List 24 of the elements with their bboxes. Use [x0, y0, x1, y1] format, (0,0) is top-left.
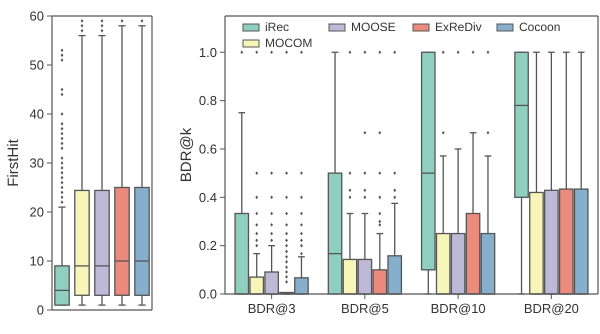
y-tick-label: 0.6	[198, 142, 217, 157]
x-tick-label: BDR@10	[430, 301, 486, 316]
y-tick-label: 50	[30, 58, 44, 73]
x-tick-label: BDR@20	[524, 301, 579, 316]
y-tick-label: 30	[30, 156, 44, 171]
y-tick-label: 0.8	[198, 93, 217, 108]
y-tick-label: 0	[36, 302, 44, 318]
x-tick-label: BDR@3	[248, 301, 296, 316]
y-tick-label: 60	[30, 8, 44, 24]
y-tick-label: 20	[30, 204, 44, 220]
y-tick-label: 1.0	[198, 44, 217, 60]
y-tick-label: 0.0	[198, 286, 217, 302]
y-tick-label: 10	[30, 254, 44, 269]
y-axis-title: FirstHit	[5, 138, 22, 187]
legend-label: MOCOM	[265, 36, 312, 50]
y-tick-label: 40	[30, 106, 44, 122]
x-tick-label: BDR@5	[340, 301, 389, 316]
legend-label: Cocoon	[519, 20, 560, 34]
y-tick-label: 0.4	[198, 190, 217, 205]
legend-label: ExReDiv	[435, 20, 482, 34]
y-axis-title: BDR@k	[178, 127, 195, 182]
legend-label: iRec	[265, 20, 290, 34]
y-tick-label: 0.2	[198, 238, 217, 254]
legend-label: MOOSE	[351, 20, 396, 34]
